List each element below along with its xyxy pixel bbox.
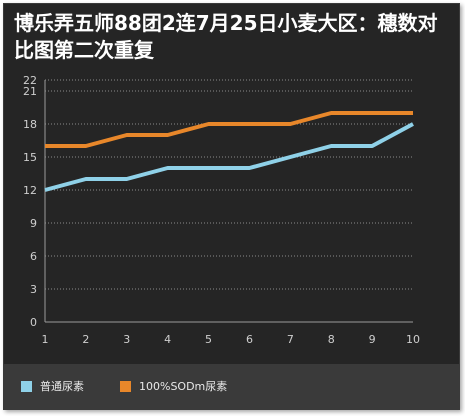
series-line-2 bbox=[45, 111, 413, 148]
y-tick-label: 18 bbox=[23, 118, 37, 131]
legend-item-series-2: 100%SODm尿素 bbox=[120, 378, 227, 394]
series-lines bbox=[44, 111, 414, 192]
x-tick-label: 5 bbox=[205, 333, 212, 346]
y-tick-label: 15 bbox=[23, 151, 37, 164]
grid-lines bbox=[45, 79, 413, 290]
x-tick-label: 10 bbox=[406, 333, 420, 346]
x-tick-label: 6 bbox=[246, 333, 253, 346]
y-tick-label: 3 bbox=[30, 283, 37, 296]
legend-item-series-1: 普通尿素 bbox=[21, 378, 84, 394]
legend-swatch-series-1 bbox=[21, 380, 32, 392]
chart-title: 博乐弄五师88团2连7月25日小麦大区：穗数对比图第二次重复 bbox=[14, 11, 438, 62]
legend: 普通尿素 100%SODm尿素 bbox=[4, 364, 459, 409]
x-tick-label: 4 bbox=[164, 333, 171, 346]
x-tick-label: 3 bbox=[123, 333, 130, 346]
x-tick-label: 7 bbox=[287, 333, 294, 346]
y-tick-label: 12 bbox=[23, 184, 37, 197]
y-tick-label: 9 bbox=[30, 217, 37, 230]
series-line-1 bbox=[44, 122, 414, 192]
x-tick-label: 8 bbox=[328, 333, 335, 346]
chart-panel: 博乐弄五师88团2连7月25日小麦大区：穗数对比图第二次重复 0 3 6 9 12 15 1… bbox=[3, 3, 460, 410]
x-tick-label: 2 bbox=[82, 333, 89, 346]
x-tick-label: 9 bbox=[369, 333, 376, 346]
x-tick-labels: 1 2 3 4 5 6 7 8 9 10 bbox=[42, 333, 421, 346]
y-tick-label: 21 bbox=[23, 85, 37, 98]
legend-label-series-2: 100%SODm尿素 bbox=[139, 380, 228, 393]
y-tick-label: 6 bbox=[30, 250, 37, 263]
y-tick-label: 22 bbox=[23, 74, 37, 87]
axes bbox=[44, 80, 413, 323]
y-tick-label: 0 bbox=[30, 316, 37, 329]
legend-swatch-series-2 bbox=[120, 380, 131, 392]
x-tick-label: 1 bbox=[42, 333, 49, 346]
legend-label-series-1: 普通尿素 bbox=[40, 380, 84, 393]
